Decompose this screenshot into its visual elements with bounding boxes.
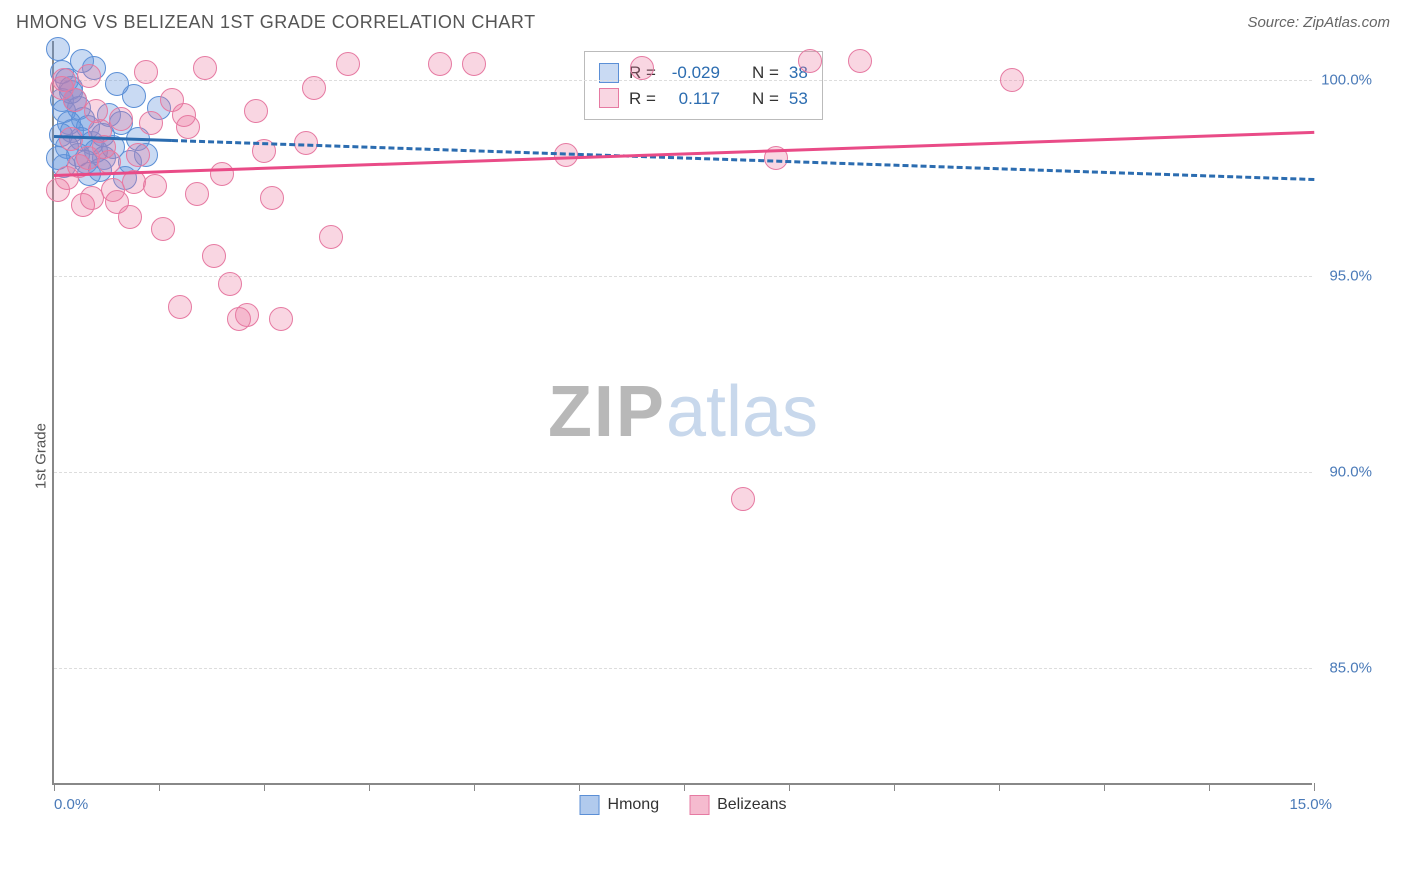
x-tick (579, 783, 580, 791)
data-point (319, 225, 343, 249)
watermark-part1: ZIP (548, 372, 666, 452)
data-point (798, 49, 822, 73)
data-point (428, 52, 452, 76)
y-tick-label: 95.0% (1329, 267, 1372, 284)
data-point (218, 272, 242, 296)
data-point (302, 76, 326, 100)
data-point (52, 68, 76, 92)
data-point (109, 107, 133, 131)
stats-legend: R =-0.029N =38R =0.117N =53 (584, 51, 823, 120)
source-label: Source: ZipAtlas.com (1247, 14, 1390, 31)
x-tick (159, 783, 160, 791)
n-label: N = (752, 86, 779, 112)
x-tick (999, 783, 1000, 791)
data-point (97, 150, 121, 174)
x-tick (789, 783, 790, 791)
data-point (630, 56, 654, 80)
y-tick-label: 90.0% (1329, 463, 1372, 480)
data-point (80, 186, 104, 210)
data-point (848, 49, 872, 73)
r-value: 0.117 (666, 86, 720, 112)
n-label: N = (752, 60, 779, 86)
legend-row: R = 0.117 N = 53 (599, 86, 808, 112)
data-point (139, 111, 163, 135)
watermark: ZIPatlas (548, 371, 818, 453)
data-point (105, 72, 129, 96)
chart-container: 1st Grade ZIPatlas R =-0.029N =38R =0.11… (12, 41, 1394, 871)
data-point (46, 37, 70, 61)
x-tick (1104, 783, 1105, 791)
gridline (54, 472, 1312, 473)
data-point (462, 52, 486, 76)
y-tick-label: 100.0% (1321, 72, 1372, 89)
x-tick (264, 783, 265, 791)
x-tick (54, 783, 55, 791)
x-tick (474, 783, 475, 791)
r-value: -0.029 (666, 60, 720, 86)
x-label-min: 0.0% (54, 796, 88, 813)
legend-swatch (599, 88, 619, 108)
y-axis-label: 1st Grade (32, 423, 49, 489)
data-point (244, 99, 268, 123)
legend-swatch (580, 795, 600, 815)
x-label-max: 15.0% (1289, 796, 1332, 813)
legend-label: Belizeans (717, 796, 786, 814)
x-tick (684, 783, 685, 791)
legend-swatch (689, 795, 709, 815)
data-point (202, 244, 226, 268)
data-point (105, 190, 129, 214)
data-point (269, 307, 293, 331)
plot-area: ZIPatlas R =-0.029N =38R =0.117N =53 Hmo… (52, 41, 1312, 785)
data-point (77, 64, 101, 88)
data-point (143, 174, 167, 198)
data-point (260, 186, 284, 210)
data-point (193, 56, 217, 80)
y-tick-label: 85.0% (1329, 659, 1372, 676)
data-point (1000, 68, 1024, 92)
data-point (126, 143, 150, 167)
data-point (235, 303, 259, 327)
data-point (134, 60, 158, 84)
data-point (168, 295, 192, 319)
legend-item: Belizeans (689, 795, 786, 815)
header: HMONG VS BELIZEAN 1ST GRADE CORRELATION … (12, 12, 1394, 33)
x-tick (369, 783, 370, 791)
n-value: 53 (789, 86, 808, 112)
gridline (54, 668, 1312, 669)
watermark-part2: atlas (666, 372, 818, 452)
data-point (336, 52, 360, 76)
trend-line (172, 139, 1314, 181)
trend-line (54, 131, 1314, 177)
data-point (731, 487, 755, 511)
x-tick (894, 783, 895, 791)
legend-item: Hmong (580, 795, 660, 815)
legend-label: Hmong (608, 796, 660, 814)
data-point (185, 182, 209, 206)
gridline (54, 80, 1312, 81)
data-point (172, 103, 196, 127)
x-tick (1209, 783, 1210, 791)
data-point (151, 217, 175, 241)
r-label: R = (629, 86, 656, 112)
series-legend: Hmong Belizeans (580, 795, 787, 815)
x-tick (1314, 783, 1315, 791)
data-point (210, 162, 234, 186)
gridline (54, 276, 1312, 277)
chart-title: HMONG VS BELIZEAN 1ST GRADE CORRELATION … (16, 12, 536, 33)
data-point (46, 178, 70, 202)
